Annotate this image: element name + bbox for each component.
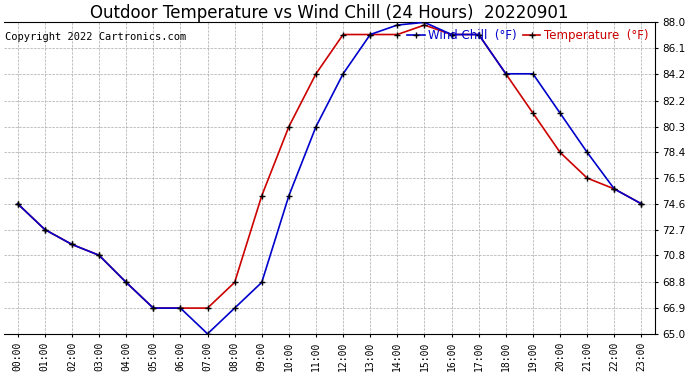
Temperature  (°F) [556,150,564,154]
Wind Chill  (°F) [556,111,564,116]
Wind Chill  (°F) [14,201,22,206]
Temperature  (°F) [257,194,266,198]
Temperature  (°F) [638,201,646,206]
Temperature  (°F) [583,176,591,180]
Temperature  (°F) [122,280,130,285]
Temperature  (°F) [475,32,483,37]
Wind Chill  (°F) [204,332,212,336]
Wind Chill  (°F) [420,20,428,25]
Wind Chill  (°F) [285,194,293,198]
Temperature  (°F) [149,306,157,310]
Wind Chill  (°F) [447,32,455,37]
Temperature  (°F) [610,187,618,191]
Temperature  (°F) [447,32,455,37]
Line: Temperature  (°F): Temperature (°F) [14,22,645,312]
Temperature  (°F) [230,280,239,285]
Wind Chill  (°F) [638,201,646,206]
Wind Chill  (°F) [475,32,483,37]
Temperature  (°F) [41,227,49,232]
Wind Chill  (°F) [257,280,266,285]
Temperature  (°F) [176,306,184,310]
Temperature  (°F) [285,124,293,129]
Wind Chill  (°F) [502,72,510,76]
Temperature  (°F) [420,23,428,27]
Wind Chill  (°F) [68,242,76,247]
Temperature  (°F) [95,253,104,258]
Wind Chill  (°F) [529,72,537,76]
Temperature  (°F) [529,111,537,116]
Temperature  (°F) [68,242,76,247]
Temperature  (°F) [312,72,320,76]
Wind Chill  (°F) [610,187,618,191]
Temperature  (°F) [502,72,510,76]
Temperature  (°F) [14,201,22,206]
Wind Chill  (°F) [393,23,402,27]
Temperature  (°F) [204,306,212,310]
Temperature  (°F) [339,32,347,37]
Wind Chill  (°F) [149,306,157,310]
Text: Copyright 2022 Cartronics.com: Copyright 2022 Cartronics.com [6,32,187,42]
Wind Chill  (°F) [366,32,375,37]
Line: Wind Chill  (°F): Wind Chill (°F) [14,19,645,337]
Wind Chill  (°F) [95,253,104,258]
Wind Chill  (°F) [339,72,347,76]
Temperature  (°F) [393,32,402,37]
Wind Chill  (°F) [230,306,239,310]
Temperature  (°F) [366,32,375,37]
Wind Chill  (°F) [583,150,591,154]
Wind Chill  (°F) [176,306,184,310]
Wind Chill  (°F) [312,124,320,129]
Legend: Wind Chill  (°F), Temperature  (°F): Wind Chill (°F), Temperature (°F) [402,24,653,46]
Title: Outdoor Temperature vs Wind Chill (24 Hours)  20220901: Outdoor Temperature vs Wind Chill (24 Ho… [90,4,569,22]
Wind Chill  (°F) [41,227,49,232]
Wind Chill  (°F) [122,280,130,285]
